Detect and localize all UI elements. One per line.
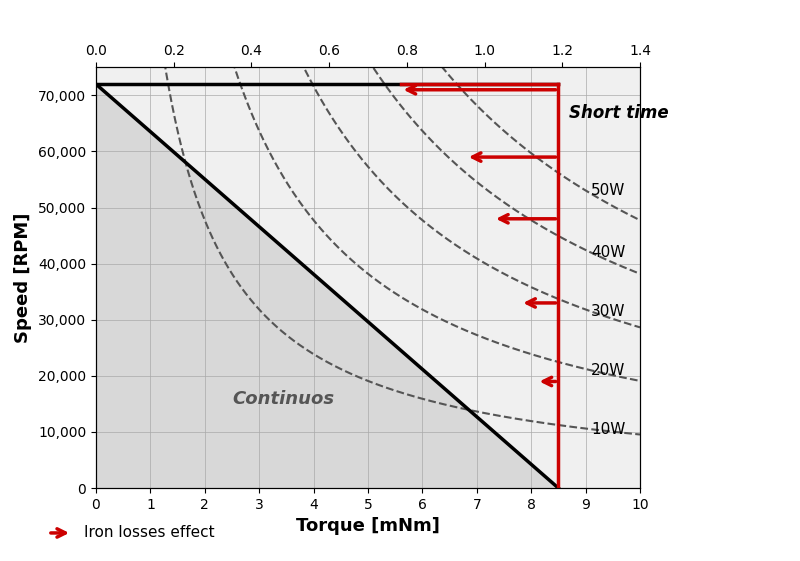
- Text: 20W: 20W: [591, 363, 626, 378]
- Text: Iron losses effect: Iron losses effect: [84, 526, 214, 540]
- Text: Short time: Short time: [570, 104, 669, 122]
- Text: 30W: 30W: [591, 304, 626, 319]
- Text: 50W: 50W: [591, 183, 626, 198]
- Y-axis label: Speed [RPM]: Speed [RPM]: [14, 213, 33, 343]
- Text: 40W: 40W: [591, 245, 626, 260]
- Text: Continuos: Continuos: [232, 390, 334, 408]
- Text: 10W: 10W: [591, 422, 626, 436]
- X-axis label: Torque [mNm]: Torque [mNm]: [296, 517, 440, 535]
